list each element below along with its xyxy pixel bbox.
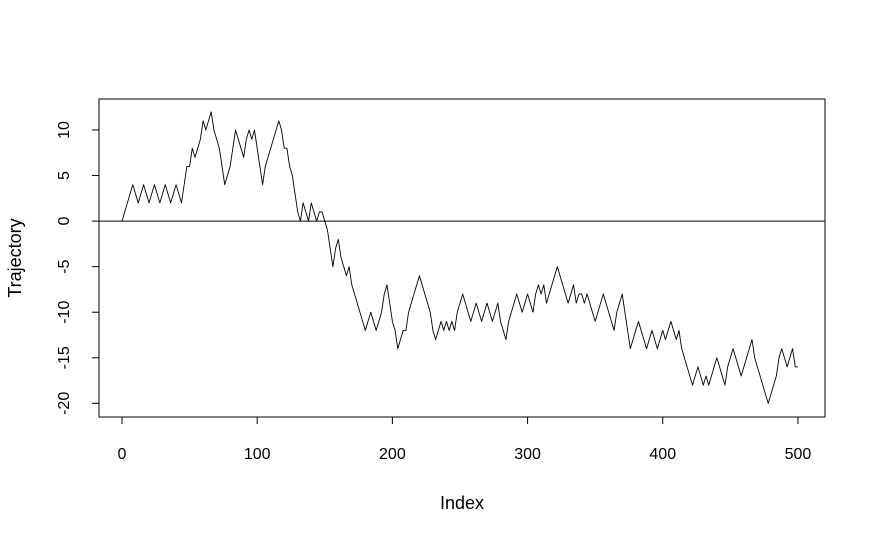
x-tick-label: 500 [785,446,812,463]
series-line-trajectory [122,112,798,404]
x-tick-label: 100 [244,446,271,463]
y-axis-label: Trajectory [5,218,25,297]
series-group [122,112,798,404]
y-tick-label: -15 [56,346,73,369]
x-tick-label: 200 [379,446,406,463]
y-tick-label: -5 [56,259,73,273]
x-axis: 0 100 200 300 400 500 [118,417,812,463]
plot-frame [99,99,825,417]
x-tick-label: 0 [118,446,127,463]
y-tick-label: -20 [56,392,73,415]
x-axis-label: Index [440,493,484,513]
y-tick-label: 10 [56,121,73,139]
y-axis: -20 -15 -10 -5 0 5 10 [56,121,99,415]
x-tick-label: 300 [514,446,541,463]
y-tick-label: 5 [56,171,73,180]
y-tick-label: -10 [56,301,73,324]
x-tick-label: 400 [649,446,676,463]
y-tick-label: 0 [56,217,73,226]
